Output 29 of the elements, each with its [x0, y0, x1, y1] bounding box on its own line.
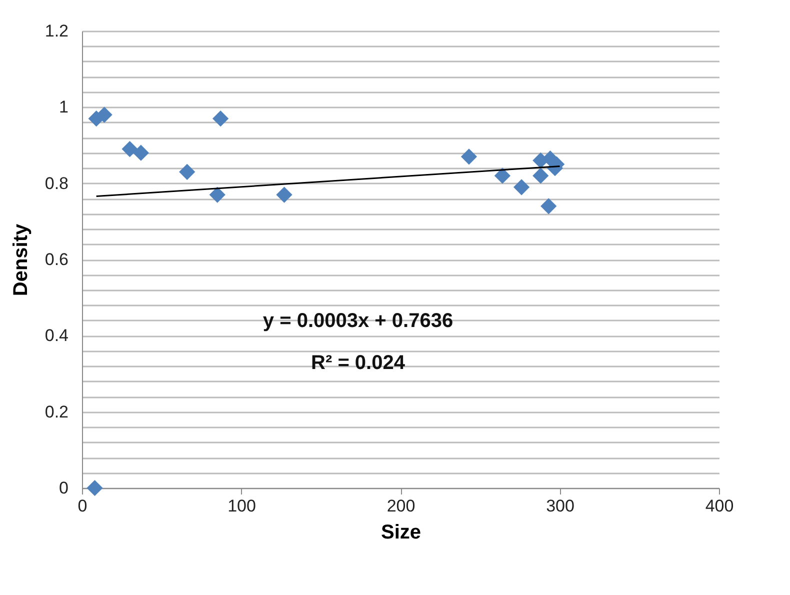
y-tick-label: 0.6 [44, 250, 68, 269]
point [122, 140, 138, 158]
x-tick-label: 300 [546, 496, 574, 516]
y-tick-label: 0.2 [44, 402, 68, 422]
point [132, 144, 149, 161]
point [532, 168, 549, 184]
annotation: y = 0.0003x + 0.7636 [262, 310, 454, 332]
point [86, 480, 103, 496]
point [96, 106, 112, 123]
point [494, 168, 510, 184]
annotation: R² = 0.024 [311, 352, 406, 374]
point [179, 164, 196, 180]
x-axis-title: Size [380, 522, 422, 544]
point [209, 186, 226, 203]
y-tick-label: 0.8 [44, 174, 68, 193]
point [212, 110, 229, 127]
x-tick-label: 400 [705, 496, 734, 516]
point [276, 186, 292, 203]
y-tick-label: 0 [59, 478, 68, 498]
y-tick-label: 1 [59, 98, 68, 117]
point [513, 179, 530, 196]
point [460, 148, 478, 165]
y-tick-label: 1.2 [44, 22, 68, 40]
y-tick-label: 0.4 [44, 326, 68, 346]
x-tick-label: 0 [78, 496, 88, 516]
x-tick-label: 100 [228, 496, 256, 516]
y-axis-title: Density [10, 223, 32, 296]
point [540, 198, 557, 214]
x-tick-label: 200 [386, 496, 416, 516]
